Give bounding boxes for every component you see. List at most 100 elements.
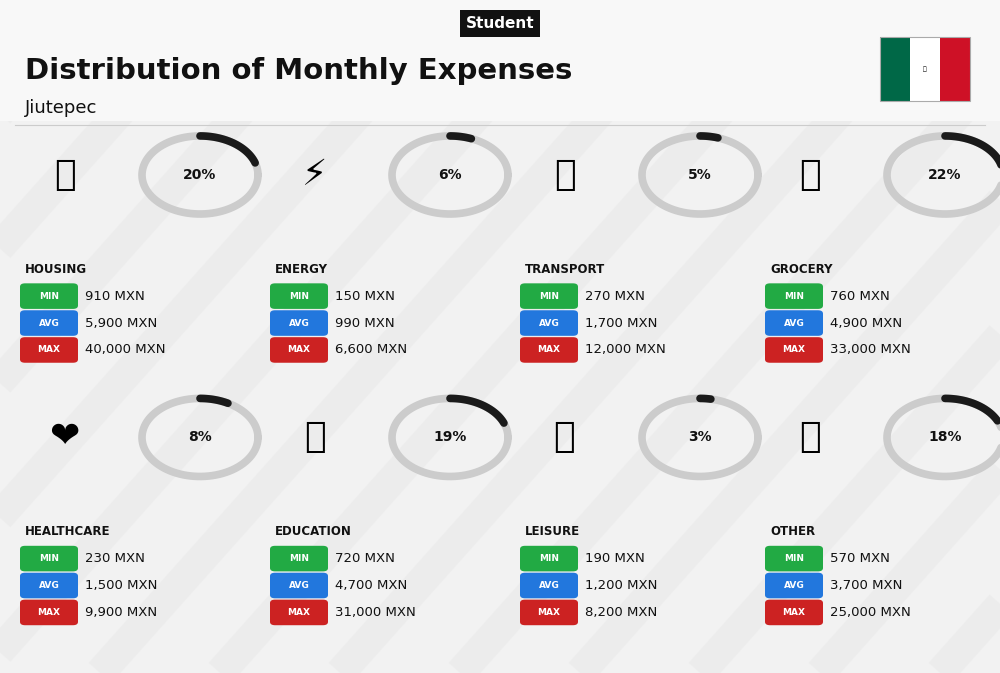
Text: AVG: AVG (784, 581, 804, 590)
Text: 18%: 18% (928, 431, 962, 444)
Text: 1,500 MXN: 1,500 MXN (85, 579, 157, 592)
Text: MIN: MIN (539, 291, 559, 301)
Text: EDUCATION: EDUCATION (275, 525, 352, 538)
Text: 🏢: 🏢 (54, 158, 76, 192)
Text: MAX: MAX (782, 608, 806, 617)
Text: LEISURE: LEISURE (525, 525, 580, 538)
Text: 4,900 MXN: 4,900 MXN (830, 316, 902, 330)
FancyBboxPatch shape (765, 283, 823, 309)
Text: MIN: MIN (289, 291, 309, 301)
Text: 4,700 MXN: 4,700 MXN (335, 579, 407, 592)
Text: MIN: MIN (784, 291, 804, 301)
Text: AVG: AVG (539, 581, 559, 590)
Text: OTHER: OTHER (770, 525, 815, 538)
Text: 270 MXN: 270 MXN (585, 289, 645, 303)
Text: MIN: MIN (39, 554, 59, 563)
Text: AVG: AVG (289, 581, 309, 590)
Text: 6,600 MXN: 6,600 MXN (335, 343, 407, 357)
FancyBboxPatch shape (0, 0, 1000, 81)
FancyBboxPatch shape (270, 337, 328, 363)
Text: 🛍️: 🛍️ (554, 421, 576, 454)
FancyBboxPatch shape (520, 310, 578, 336)
Text: 990 MXN: 990 MXN (335, 316, 395, 330)
Text: 760 MXN: 760 MXN (830, 289, 890, 303)
Text: 🦅: 🦅 (923, 66, 927, 72)
Text: 🎓: 🎓 (304, 421, 326, 454)
Text: MIN: MIN (539, 554, 559, 563)
Text: 25,000 MXN: 25,000 MXN (830, 606, 911, 619)
Text: GROCERY: GROCERY (770, 262, 832, 276)
Text: 570 MXN: 570 MXN (830, 552, 890, 565)
Text: MAX: MAX (288, 345, 311, 355)
Text: 🚌: 🚌 (554, 158, 576, 192)
FancyBboxPatch shape (270, 310, 328, 336)
Text: MAX: MAX (538, 345, 560, 355)
Text: 20%: 20% (183, 168, 217, 182)
FancyBboxPatch shape (20, 600, 78, 625)
Text: 8,200 MXN: 8,200 MXN (585, 606, 657, 619)
FancyBboxPatch shape (20, 310, 78, 336)
Text: 3,700 MXN: 3,700 MXN (830, 579, 902, 592)
FancyBboxPatch shape (765, 546, 823, 571)
FancyBboxPatch shape (20, 337, 78, 363)
Text: 5%: 5% (688, 168, 712, 182)
Text: 190 MXN: 190 MXN (585, 552, 645, 565)
Text: 🛒: 🛒 (799, 158, 821, 192)
Text: MIN: MIN (784, 554, 804, 563)
Text: MAX: MAX (538, 608, 560, 617)
Text: Jiutepec: Jiutepec (25, 99, 97, 116)
Text: 22%: 22% (928, 168, 962, 182)
Text: 150 MXN: 150 MXN (335, 289, 395, 303)
Text: 9,900 MXN: 9,900 MXN (85, 606, 157, 619)
Text: ENERGY: ENERGY (275, 262, 328, 276)
FancyBboxPatch shape (765, 337, 823, 363)
Text: 910 MXN: 910 MXN (85, 289, 145, 303)
FancyBboxPatch shape (270, 600, 328, 625)
Text: MAX: MAX (38, 345, 61, 355)
Text: AVG: AVG (289, 318, 309, 328)
FancyBboxPatch shape (765, 600, 823, 625)
FancyBboxPatch shape (910, 37, 940, 101)
Text: Distribution of Monthly Expenses: Distribution of Monthly Expenses (25, 57, 572, 85)
Text: 12,000 MXN: 12,000 MXN (585, 343, 666, 357)
Text: 230 MXN: 230 MXN (85, 552, 145, 565)
Text: 💰: 💰 (799, 421, 821, 454)
Text: Student: Student (466, 16, 534, 31)
FancyBboxPatch shape (520, 600, 578, 625)
Text: 19%: 19% (433, 431, 467, 444)
Text: 1,700 MXN: 1,700 MXN (585, 316, 657, 330)
Text: HEALTHCARE: HEALTHCARE (25, 525, 110, 538)
Text: TRANSPORT: TRANSPORT (525, 262, 605, 276)
Text: 6%: 6% (438, 168, 462, 182)
FancyBboxPatch shape (20, 546, 78, 571)
FancyBboxPatch shape (880, 37, 910, 101)
Text: MAX: MAX (288, 608, 311, 617)
FancyBboxPatch shape (20, 283, 78, 309)
Text: AVG: AVG (539, 318, 559, 328)
Text: MIN: MIN (39, 291, 59, 301)
Text: MAX: MAX (782, 345, 806, 355)
Text: 8%: 8% (188, 431, 212, 444)
FancyBboxPatch shape (270, 283, 328, 309)
Text: AVG: AVG (39, 581, 59, 590)
Text: 31,000 MXN: 31,000 MXN (335, 606, 416, 619)
FancyBboxPatch shape (765, 310, 823, 336)
Text: HOUSING: HOUSING (25, 262, 87, 276)
Text: MIN: MIN (289, 554, 309, 563)
Text: 5,900 MXN: 5,900 MXN (85, 316, 157, 330)
Text: AVG: AVG (39, 318, 59, 328)
Text: 3%: 3% (688, 431, 712, 444)
FancyBboxPatch shape (520, 283, 578, 309)
FancyBboxPatch shape (765, 573, 823, 598)
FancyBboxPatch shape (270, 546, 328, 571)
FancyBboxPatch shape (520, 337, 578, 363)
Text: AVG: AVG (784, 318, 804, 328)
FancyBboxPatch shape (20, 573, 78, 598)
FancyBboxPatch shape (520, 573, 578, 598)
Text: 33,000 MXN: 33,000 MXN (830, 343, 911, 357)
FancyBboxPatch shape (520, 546, 578, 571)
Text: 720 MXN: 720 MXN (335, 552, 395, 565)
Text: ⚡️: ⚡️ (302, 158, 328, 192)
FancyBboxPatch shape (270, 573, 328, 598)
Text: MAX: MAX (38, 608, 61, 617)
